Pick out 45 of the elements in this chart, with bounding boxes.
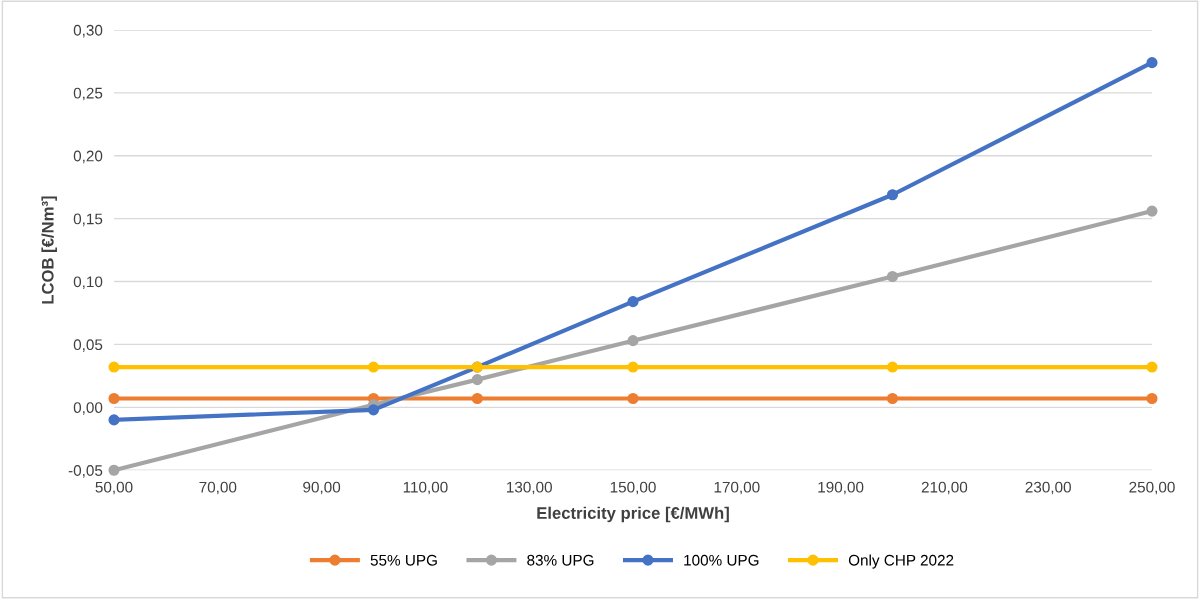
legend-label: 83% UPG — [527, 554, 594, 566]
point — [886, 189, 899, 201]
y-axis-title: LCOB [€/Nm³] — [41, 196, 57, 304]
x-tick-label: 230,00 — [1025, 481, 1071, 495]
point — [471, 392, 483, 405]
point — [108, 361, 120, 373]
point — [108, 392, 120, 405]
x-tick-label: 70,00 — [199, 481, 237, 495]
point — [367, 404, 380, 416]
point — [627, 392, 639, 405]
point — [1146, 392, 1158, 405]
x-tick-label: 50,00 — [95, 481, 133, 495]
legend-label: 100% UPG — [684, 554, 759, 566]
x-tick-label: 190,00 — [818, 481, 864, 495]
x-tick-label: 250,00 — [1129, 481, 1175, 495]
x-tick-label: 170,00 — [714, 481, 760, 495]
point — [1146, 205, 1158, 217]
y-tick-label: -0,05 — [68, 465, 103, 478]
point — [627, 361, 639, 373]
y-tick-label: 0,05 — [73, 339, 103, 352]
y-tick-label: 0,20 — [73, 150, 103, 164]
legend-label: Only CHP 2022 — [848, 554, 954, 569]
legend-label: 55% UPG — [370, 554, 437, 566]
x-tick-label: 130,00 — [507, 481, 552, 495]
point — [1146, 57, 1158, 69]
x-tick-label: 150,00 — [610, 481, 656, 495]
y-tick-label: 0,10 — [73, 276, 103, 290]
point — [627, 296, 639, 308]
point — [886, 392, 899, 405]
y-tick-label: 0,30 — [73, 24, 103, 38]
point — [108, 464, 120, 476]
point — [1146, 361, 1158, 373]
x-tick-label: 90,00 — [303, 481, 341, 495]
point — [108, 414, 120, 426]
point — [627, 335, 639, 347]
point — [886, 361, 899, 373]
x-tick-label: 210,00 — [921, 481, 968, 495]
point — [367, 361, 380, 373]
y-tick-label: 0,15 — [73, 213, 103, 227]
point — [471, 374, 483, 386]
x-tick-label: 110,00 — [403, 481, 448, 495]
point — [886, 270, 899, 283]
y-tick-label: 0,00 — [73, 402, 103, 415]
y-tick-label: 0,25 — [73, 87, 103, 101]
x-axis-title: Electricity price [€/MWh] — [537, 506, 729, 523]
